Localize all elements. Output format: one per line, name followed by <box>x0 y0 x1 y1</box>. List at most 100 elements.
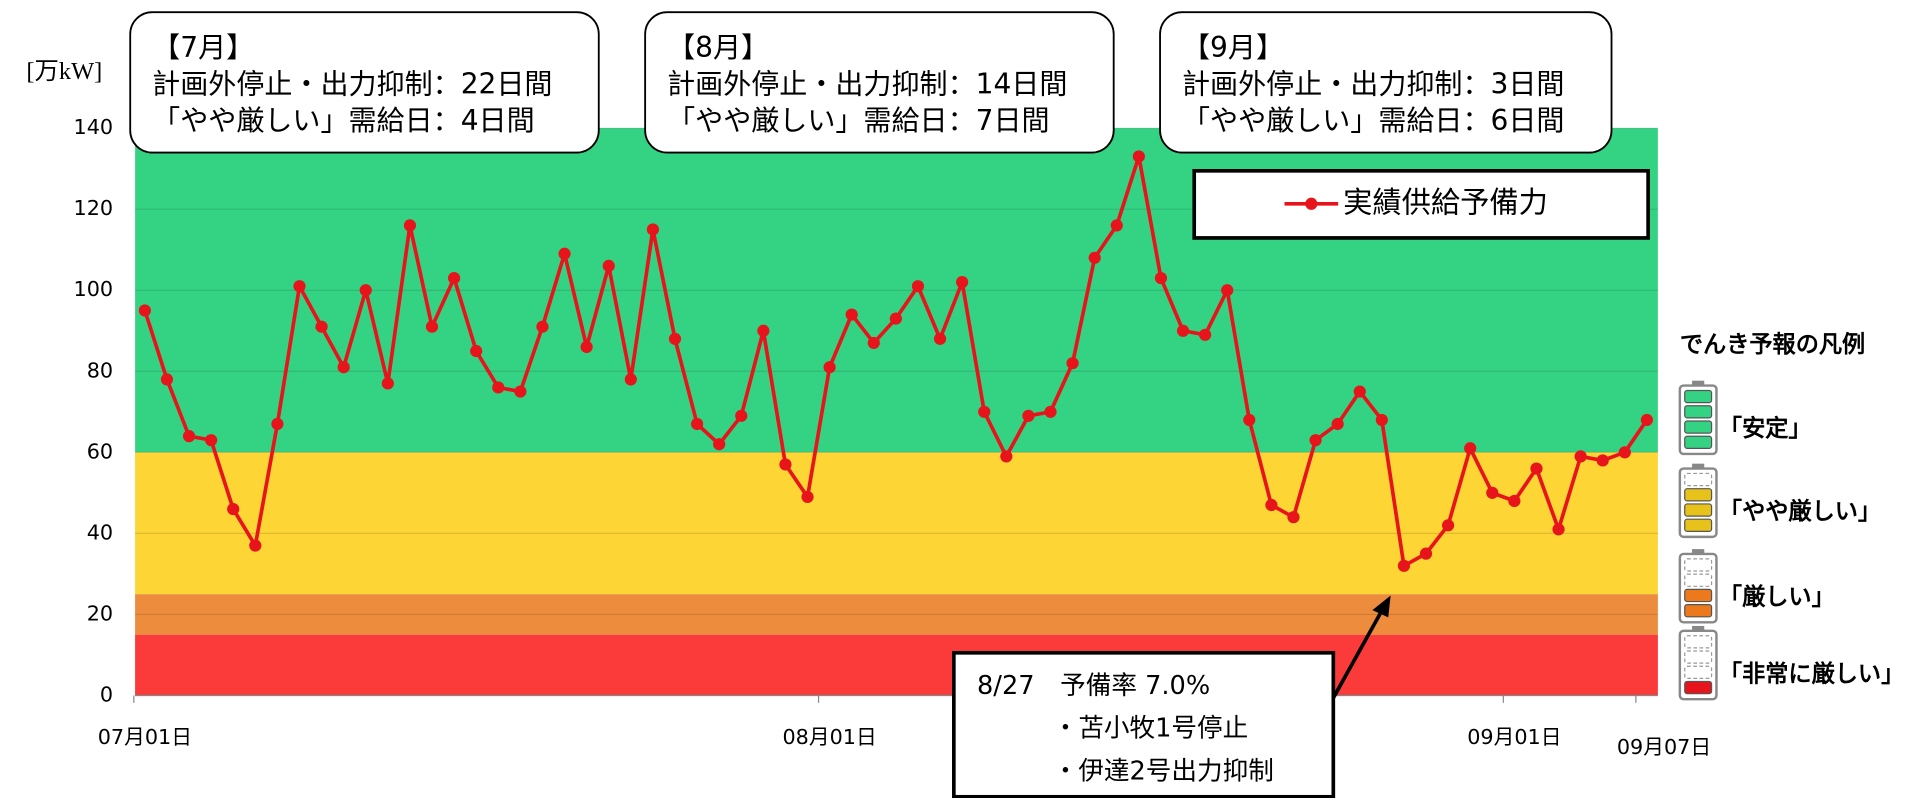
data-point <box>1552 523 1565 536</box>
data-point <box>448 271 461 285</box>
y-axis-label: [万kW] <box>26 58 102 85</box>
data-point <box>1442 519 1455 532</box>
battery-icon <box>1678 380 1718 456</box>
data-point <box>1574 450 1587 463</box>
data-point <box>823 361 836 374</box>
data-point <box>403 219 417 232</box>
data-point <box>690 417 704 431</box>
data-point <box>1419 547 1433 560</box>
data-point <box>1154 271 1168 285</box>
legend-marker <box>1305 197 1318 210</box>
data-point <box>1331 417 1344 431</box>
battery-cell <box>1684 503 1713 517</box>
band <box>135 452 1658 595</box>
battery-cell <box>1684 588 1713 603</box>
data-point <box>757 324 770 337</box>
band <box>135 594 1658 635</box>
battery-cell <box>1684 680 1713 695</box>
data-point <box>1530 462 1543 475</box>
data-point <box>646 223 660 236</box>
battery-cap <box>1692 625 1705 633</box>
battery-cell <box>1684 558 1713 572</box>
data-point <box>492 381 505 394</box>
data-point <box>801 490 814 504</box>
data-point <box>1618 446 1631 459</box>
callout-arrow <box>1331 609 1384 699</box>
data-point <box>1199 328 1212 341</box>
data-point <box>470 344 483 358</box>
forecast-legend-label: 「やや厳しい」 <box>1719 498 1881 525</box>
data-point <box>911 280 925 293</box>
x-tick-label: 09月07日 <box>1617 735 1711 759</box>
data-point <box>227 502 240 516</box>
data-point <box>1309 434 1322 447</box>
band <box>135 634 1658 696</box>
forecast-legend-label: 「安定」 <box>1719 415 1812 442</box>
data-point <box>1221 284 1234 297</box>
data-point <box>1044 405 1057 418</box>
data-point <box>1022 409 1035 422</box>
battery-cell <box>1684 472 1713 487</box>
data-point <box>624 373 637 386</box>
battery-icon <box>1678 625 1718 701</box>
annotation-text: 【7月】 <box>152 31 254 64</box>
annotation-text: 「やや厳しい」需給日：7日間 <box>667 104 1049 137</box>
battery-cell <box>1684 389 1713 404</box>
data-point <box>536 320 549 333</box>
data-point <box>1508 494 1521 508</box>
y-tick-label: 140 <box>74 115 114 139</box>
data-point <box>1132 150 1145 163</box>
battery-cell <box>1684 420 1713 434</box>
data-point <box>315 320 328 333</box>
data-point <box>713 438 726 451</box>
annotation-text: 計画外停止・出力抑制：3日間 <box>1182 67 1564 100</box>
battery-cell <box>1684 650 1713 664</box>
annotation-text: 【9月】 <box>1182 31 1284 64</box>
annotation-box <box>1159 11 1613 154</box>
x-tick-label: 08月01日 <box>782 725 876 749</box>
y-tick-label: 0 <box>100 683 113 707</box>
callout-arrowhead <box>1372 595 1391 618</box>
callout-text: ・苫小牧1号停止 <box>1053 714 1249 744</box>
forecast-legend-label: 「非常に厳しい」 <box>1719 660 1904 687</box>
annotation-box <box>129 11 600 154</box>
y-tick-label: 100 <box>74 277 114 301</box>
y-tick-label: 60 <box>87 439 113 463</box>
annotation-text: 「やや厳しい」需給日：6日間 <box>1182 104 1564 137</box>
data-point <box>558 247 571 260</box>
data-point <box>514 385 527 398</box>
data-point <box>1596 454 1609 467</box>
data-point <box>602 259 615 273</box>
data-point <box>933 332 947 345</box>
battery-cap <box>1692 380 1705 387</box>
data-point <box>867 336 880 350</box>
y-tick-label: 40 <box>87 520 113 544</box>
data-point <box>1353 385 1366 398</box>
data-point <box>845 308 858 321</box>
data-point <box>271 417 284 431</box>
battery-icon <box>1678 549 1718 624</box>
data-point <box>1176 324 1190 337</box>
data-point <box>1088 251 1101 264</box>
battery-cell <box>1684 405 1713 419</box>
forecast-legend-title: でんき予報の凡例 <box>1680 331 1865 358</box>
data-point <box>359 284 372 297</box>
data-point <box>249 539 262 552</box>
data-point <box>889 312 902 325</box>
battery-cell <box>1684 488 1713 502</box>
data-point <box>1243 413 1256 427</box>
data-point <box>1375 413 1388 427</box>
data-point <box>1000 450 1013 463</box>
data-point <box>160 373 174 386</box>
y-tick-label: 80 <box>87 358 113 382</box>
y-tick-label: 20 <box>87 601 113 625</box>
legend-box <box>1192 168 1650 240</box>
annotation-text: 計画外停止・出力抑制：14日間 <box>667 67 1067 100</box>
data-point <box>425 320 439 333</box>
data-point <box>293 280 306 293</box>
legend-label: 実績供給予備力 <box>1343 185 1548 219</box>
x-tick-label: 09月01日 <box>1467 725 1561 749</box>
data-point <box>956 276 969 289</box>
callout-text: 8/27 予備率 7.0% <box>977 671 1210 701</box>
